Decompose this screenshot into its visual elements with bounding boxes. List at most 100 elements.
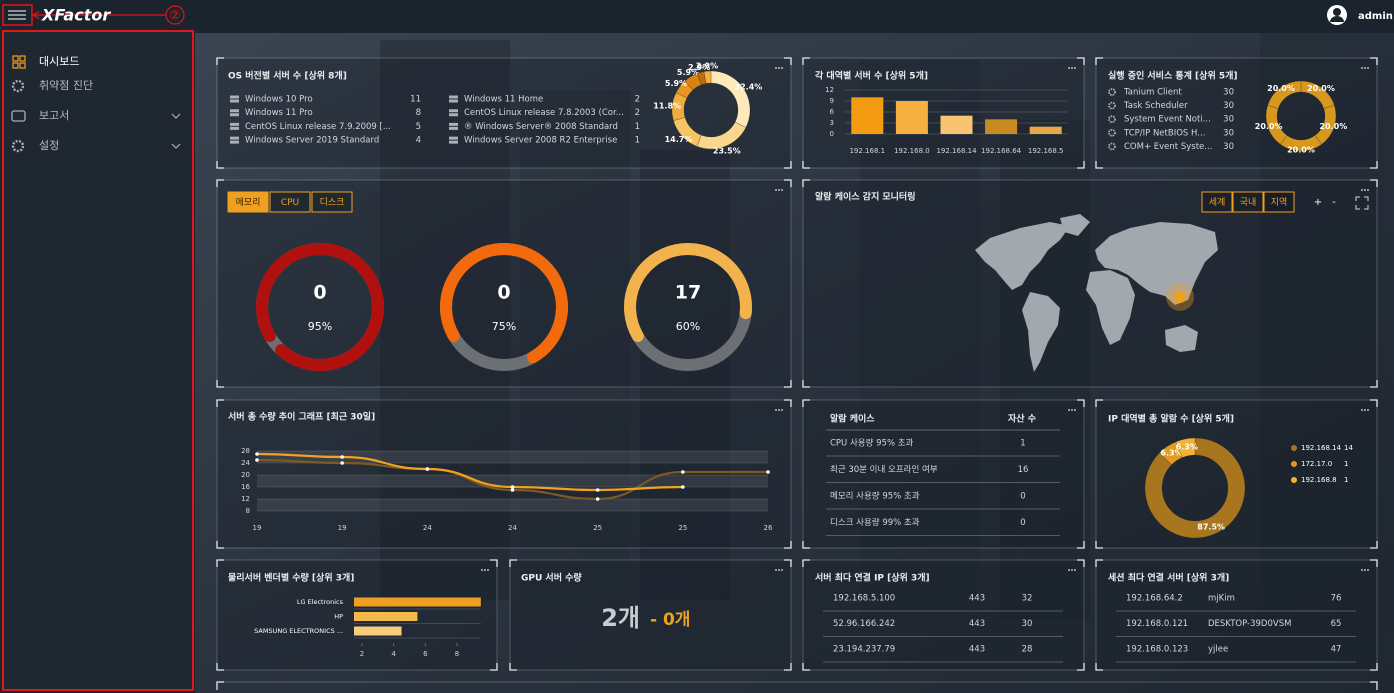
widget-corners — [1095, 559, 1378, 671]
gpu-change: - 0개 — [650, 610, 690, 630]
widget-menu-dot[interactable] — [1367, 67, 1369, 69]
table-cell: 0 — [1020, 518, 1025, 528]
widget-menu-dot[interactable] — [1068, 569, 1070, 571]
trend-point — [425, 467, 430, 471]
map-scope-label[interactable]: 지역 — [1271, 197, 1288, 208]
widget-menu-dot[interactable] — [1068, 409, 1070, 411]
widget-menu-dot[interactable] — [775, 409, 777, 411]
donut-label: 20.0% — [1319, 122, 1347, 131]
widget-menu-dot[interactable] — [778, 67, 780, 69]
widget-title: 세션 최다 연결 서버 [상위 3개] — [1108, 572, 1229, 584]
widget-menu-dot[interactable] — [781, 189, 783, 191]
donut-label: 87.5% — [1197, 522, 1225, 531]
widget-menu-dot[interactable] — [1361, 67, 1363, 69]
widget-menu-dot[interactable] — [1068, 67, 1070, 69]
widget-menu-dot[interactable] — [1367, 189, 1369, 191]
table-cell: 192.168.5.100 — [833, 594, 895, 604]
table-cell: mjKim — [1208, 594, 1235, 604]
os-count: 1 — [635, 122, 640, 132]
widget-menu-dot[interactable] — [778, 189, 780, 191]
nav-item[interactable]: 보고서 — [39, 109, 69, 122]
widget-menu-dot[interactable] — [1364, 569, 1366, 571]
widget-menu-dot[interactable] — [1071, 409, 1073, 411]
service-icon — [1108, 142, 1116, 151]
widget-menu-dot[interactable] — [487, 569, 489, 571]
widget-menu-dot[interactable] — [781, 569, 783, 571]
widget-menu-dot[interactable] — [1367, 569, 1369, 571]
widget-corners — [216, 559, 498, 671]
widget-menu-dot[interactable] — [1364, 409, 1366, 411]
donut-label: 14.7% — [665, 135, 693, 144]
zoom-button[interactable]: - — [1332, 197, 1336, 208]
logo: XFactor — [41, 6, 111, 25]
table-cell: CPU 사용량 95% 초과 — [830, 438, 914, 449]
table-cell: 28 — [1022, 645, 1033, 655]
widget-menu-dot[interactable] — [481, 569, 483, 571]
tab[interactable] — [269, 191, 311, 213]
nav-icon — [12, 55, 26, 69]
fullscreen-button[interactable] — [1355, 196, 1369, 210]
widget-menu-dot[interactable] — [775, 189, 777, 191]
tab[interactable] — [227, 191, 269, 213]
widget-title: 서버 최다 연결 IP [상위 3개] — [815, 572, 930, 584]
widget-menu-dot[interactable] — [1361, 189, 1363, 191]
user-name[interactable]: admin — [1358, 11, 1393, 22]
widget-menu-dot[interactable] — [1361, 569, 1363, 571]
map-scope-label[interactable]: 국내 — [1240, 197, 1257, 208]
bar — [354, 612, 418, 621]
tab-label[interactable]: 메모리 — [236, 197, 261, 208]
x-tick-label: 192.168.5 — [1028, 147, 1064, 155]
widget-menu-dot[interactable] — [1074, 569, 1076, 571]
y-tick-label: 9 — [830, 97, 834, 105]
map-landmass — [1095, 222, 1218, 305]
x-tick-label: 19 — [253, 524, 262, 532]
map-scope-button[interactable] — [1263, 191, 1295, 213]
menu-button[interactable] — [8, 10, 26, 20]
map-alert[interactable] — [1174, 291, 1186, 303]
widget-menu-dot[interactable] — [1364, 189, 1366, 191]
widget-menu-dot[interactable] — [1074, 409, 1076, 411]
map-scope-button[interactable] — [1232, 191, 1264, 213]
x-tick-label: 24 — [508, 524, 517, 532]
widget-menu-dot[interactable] — [1074, 67, 1076, 69]
grid-band — [257, 475, 768, 487]
donut-slice — [1175, 437, 1196, 458]
service-count: 30 — [1223, 88, 1234, 98]
x-tick-label: 4 — [391, 650, 396, 658]
widget-menu-dot[interactable] — [1361, 409, 1363, 411]
x-tick-label: 192.168.64 — [981, 147, 1022, 155]
widget-menu-dot[interactable] — [1364, 67, 1366, 69]
widget-menu-dot[interactable] — [781, 409, 783, 411]
widget-menu-dot[interactable] — [775, 67, 777, 69]
widget-menu-dot[interactable] — [1071, 67, 1073, 69]
gauge-percent: 95% — [308, 320, 332, 333]
x-tick-label: 192.168.0 — [894, 147, 930, 155]
tab-label[interactable]: 디스크 — [320, 197, 345, 208]
widget-menu-dot[interactable] — [778, 569, 780, 571]
map-scope-button[interactable] — [1201, 191, 1233, 213]
os-name: CentOS Linux release 7.9.2009 [... — [245, 122, 391, 132]
widget-menu-dot[interactable] — [1367, 409, 1369, 411]
zoom-button[interactable]: + — [1314, 197, 1322, 208]
table-cell: 443 — [969, 594, 985, 604]
widget-menu-dot[interactable] — [775, 569, 777, 571]
os-count: 11 — [410, 95, 421, 105]
widget-menu-dot[interactable] — [781, 67, 783, 69]
widget-menu-dot[interactable] — [778, 409, 780, 411]
nav-chevron[interactable] — [171, 113, 181, 119]
widget-menu-dot[interactable] — [1071, 569, 1073, 571]
trend-point — [255, 452, 259, 456]
x-tick-label: 2 — [360, 650, 364, 658]
tab-label[interactable]: CPU — [281, 198, 299, 208]
os-name: Windows Server 2019 Standard — [245, 136, 379, 146]
nav-chevron[interactable] — [171, 143, 181, 149]
map-scope-label[interactable]: 세계 — [1209, 196, 1226, 208]
os-count: 1 — [635, 136, 640, 146]
nav-item[interactable]: 설정 — [39, 139, 59, 152]
tab[interactable] — [311, 191, 353, 213]
nav-item[interactable]: 대시보드 — [39, 55, 79, 68]
nav-item[interactable]: 취약점 진단 — [39, 78, 93, 92]
bar — [985, 119, 1018, 134]
trend-point — [595, 488, 600, 492]
widget-menu-dot[interactable] — [484, 569, 486, 571]
